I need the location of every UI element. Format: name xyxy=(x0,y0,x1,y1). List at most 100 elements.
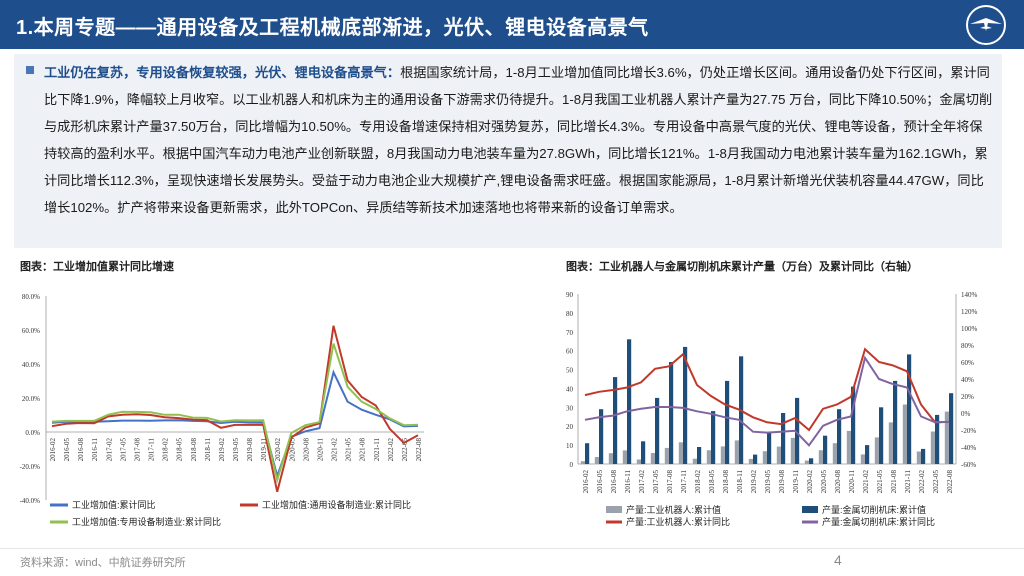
right-tick-label: -40% xyxy=(961,444,976,452)
left-tick-label: 30 xyxy=(566,404,574,412)
bar xyxy=(865,445,870,464)
x-tick-label: 2020-08 xyxy=(834,470,842,494)
x-tick-label: 2020-02 xyxy=(274,438,282,462)
data-source: 资料来源：wind、中航证券研究所 xyxy=(20,557,186,569)
bar xyxy=(823,435,828,464)
legend-label: 产量:金属切削机床:累计值 xyxy=(822,504,926,515)
legend-swatch xyxy=(802,506,818,513)
bar xyxy=(706,450,711,464)
x-tick-label: 2019-05 xyxy=(232,438,240,462)
bar xyxy=(711,411,716,464)
x-tick-label: 2016-11 xyxy=(624,470,632,494)
bar xyxy=(935,414,940,464)
right-tick-label: 120% xyxy=(961,308,978,316)
x-tick-label: 2019-11 xyxy=(260,438,268,462)
bar xyxy=(949,393,954,464)
bar xyxy=(846,430,851,464)
y-tick-label: 40.0% xyxy=(22,361,40,369)
bar xyxy=(669,362,674,464)
bar xyxy=(809,458,814,464)
x-tick-label: 2020-05 xyxy=(288,438,296,462)
left-figure-title: 图表：工业增加值累计同比增速 xyxy=(20,261,174,273)
series-line xyxy=(51,343,419,484)
series-line xyxy=(584,355,950,447)
right-figure-title: 图表：工业机器人与金属切削机床累计产量（万台）及累计同比（右轴） xyxy=(566,261,918,273)
x-tick-label: 2019-02 xyxy=(750,470,758,494)
bar xyxy=(655,397,660,464)
bar xyxy=(650,453,655,464)
left-tick-label: 10 xyxy=(566,442,574,450)
x-tick-label: 2018-02 xyxy=(694,470,702,494)
x-tick-label: 2017-11 xyxy=(148,438,156,462)
bar xyxy=(907,354,912,464)
bar xyxy=(888,422,893,464)
x-tick-label: 2016-11 xyxy=(91,438,99,462)
bar xyxy=(608,453,613,464)
right-tick-label: 60% xyxy=(961,359,974,367)
y-tick-label: 80.0% xyxy=(22,293,40,301)
x-tick-label: 2016-08 xyxy=(77,438,85,462)
bar xyxy=(944,411,949,464)
summary-body: 根据国家统计局，1-8月工业增加值同比增长3.6%，仍处正增长区间。通用设备仍处… xyxy=(44,65,993,215)
x-tick-label: 2022-08 xyxy=(946,470,954,494)
x-tick-label: 2020-11 xyxy=(848,470,856,494)
legend-label: 产量:金属切削机床:累计同比 xyxy=(822,516,935,527)
x-tick-label: 2019-08 xyxy=(246,438,254,462)
bar xyxy=(697,447,702,464)
x-tick-label: 2022-08 xyxy=(415,438,423,462)
bar xyxy=(818,450,823,464)
x-tick-label: 2022-02 xyxy=(918,470,926,494)
x-tick-label: 2021-08 xyxy=(890,470,898,494)
bar xyxy=(683,346,688,464)
bar xyxy=(678,442,683,464)
bar xyxy=(851,386,856,464)
bar xyxy=(776,446,781,464)
bar xyxy=(762,451,767,464)
legend-swatch xyxy=(606,506,622,513)
x-tick-label: 2016-05 xyxy=(63,438,71,462)
square-bullet-icon xyxy=(26,66,34,74)
y-tick-label: 20.0% xyxy=(22,395,40,403)
avic-logo-icon xyxy=(966,5,1006,45)
bar xyxy=(921,448,926,464)
bar xyxy=(725,380,730,464)
x-tick-label: 2016-02 xyxy=(582,470,590,494)
x-tick-label: 2017-05 xyxy=(652,470,660,494)
robot-machine-tool-chart: 0 10 20 30 40 50 60 70 80 90 -60% -40% -20% 0% 20% 40% 6… xyxy=(566,291,978,527)
y-tick-label: 60.0% xyxy=(22,327,40,335)
x-tick-label: 2020-02 xyxy=(806,470,814,494)
x-tick-label: 2018-11 xyxy=(736,470,744,494)
right-tick-label: 0% xyxy=(961,410,971,418)
left-tick-label: 90 xyxy=(566,291,574,299)
legend-label: 工业增加值:专用设备制造业:累计同比 xyxy=(72,516,221,527)
bar xyxy=(795,397,800,464)
left-tick-label: 50 xyxy=(566,367,574,375)
x-tick-label: 2017-08 xyxy=(666,470,674,494)
series-line xyxy=(584,347,950,432)
summary-box: 工业仍在复苏，专用设备恢复较强，光伏、锂电设备高景气：根据国家统计局，1-8月工… xyxy=(14,54,1002,248)
x-tick-label: 2021-05 xyxy=(345,438,353,462)
bar xyxy=(720,446,725,464)
x-tick-label: 2021-08 xyxy=(359,438,367,462)
left-tick-label: 0 xyxy=(570,461,574,469)
legend-label: 产量:工业机器人:累计值 xyxy=(626,504,721,515)
x-tick-label: 2019-05 xyxy=(764,470,772,494)
legend-label: 工业增加值:通用设备制造业:累计同比 xyxy=(262,499,411,510)
x-tick-label: 2021-05 xyxy=(876,470,884,494)
x-tick-label: 2018-11 xyxy=(204,438,212,462)
x-tick-label: 2018-02 xyxy=(162,438,170,462)
x-tick-label: 2017-02 xyxy=(638,470,646,494)
x-tick-label: 2016-08 xyxy=(610,470,618,494)
bar xyxy=(636,459,641,464)
right-tick-label: 140% xyxy=(961,291,978,299)
bar xyxy=(692,458,697,464)
x-tick-label: 2020-08 xyxy=(302,438,310,462)
x-tick-label: 2019-11 xyxy=(792,470,800,494)
x-tick-label: 2018-05 xyxy=(708,470,716,494)
bar xyxy=(594,457,599,464)
right-tick-label: -60% xyxy=(961,461,976,469)
x-tick-label: 2017-11 xyxy=(680,470,688,494)
bar xyxy=(580,461,585,464)
y-tick-label: 0.0% xyxy=(25,429,40,437)
bar xyxy=(613,377,618,464)
